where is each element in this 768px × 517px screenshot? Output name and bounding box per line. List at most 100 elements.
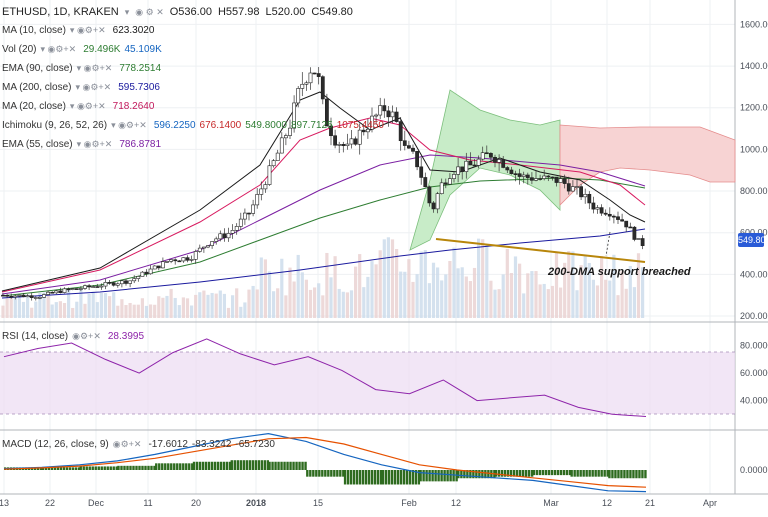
volume-bar — [632, 287, 636, 318]
candle-up — [25, 295, 30, 298]
volume-bar — [218, 290, 222, 318]
volume-bar — [284, 295, 288, 318]
volume-bar — [550, 285, 554, 318]
macd-hist-bar — [318, 470, 321, 477]
volume-bar — [431, 262, 436, 318]
indicator-name[interactable]: Vol (20) — [2, 43, 37, 55]
macd-name[interactable]: MACD (12, 26, close, 9) — [2, 438, 109, 450]
candle-down — [333, 135, 338, 146]
indicator-controls-icon[interactable]: ▾ ◉⚙+✕ — [76, 138, 113, 149]
macd-hist-bar — [614, 470, 617, 479]
macd-hist-bar — [579, 470, 582, 477]
candle-up — [595, 207, 600, 210]
indicator-controls-icon[interactable]: ◉⚙+✕ — [112, 438, 142, 449]
volume-bar — [251, 285, 255, 318]
indicator-controls-icon[interactable]: ▾ ◉⚙+✕ — [76, 62, 113, 73]
volume-bar — [526, 273, 530, 318]
macd-hist-bar — [47, 467, 51, 470]
volume-bar — [153, 304, 157, 318]
x-tick-label: 2018 — [246, 498, 266, 508]
candle-down — [58, 290, 63, 293]
indicator-controls-icon[interactable]: ▾ ◉⚙+✕ — [69, 24, 106, 35]
volume-bar — [181, 297, 185, 318]
settings-icons[interactable]: ◉ ⚙ ✕ — [135, 6, 164, 17]
indicator-controls-icon[interactable]: ▾ ◉⚙+✕ — [111, 119, 147, 130]
candle-up — [447, 178, 452, 185]
macd-hist-bar — [298, 461, 301, 470]
volume-bar — [202, 290, 206, 318]
symbol-label[interactable]: ETHUSD, 1D, KRAKEN — [2, 6, 119, 18]
indicator-name[interactable]: EMA (55, close) — [2, 138, 73, 150]
macd-value-macd: -83.3242 — [191, 438, 232, 450]
macd-hist-bar — [478, 470, 481, 479]
volume-bar — [34, 301, 38, 318]
volume-bar — [136, 304, 140, 318]
chevron-down-icon[interactable]: ▾ — [124, 6, 130, 17]
volume-bar — [538, 284, 542, 318]
support-trendline — [435, 238, 646, 263]
volume-bar — [9, 298, 13, 318]
ma20-line — [1, 117, 646, 293]
macd-hist-bar — [242, 460, 245, 470]
candle-down — [579, 186, 584, 198]
indicator-name[interactable]: Ichimoku (9, 26, 52, 26) — [2, 119, 108, 131]
macd-hist-bar — [185, 463, 188, 470]
indicator-name[interactable]: MA (200, close) — [2, 81, 72, 93]
macd-hist-bar — [475, 470, 478, 479]
candle-up — [292, 102, 297, 129]
close-value: C549.80 — [311, 6, 353, 18]
volume-bar — [103, 293, 108, 318]
macd-hist-bar — [509, 470, 513, 477]
indicator-legend-row: Vol (20) ▾ ◉⚙+✕ 29.496K 45.109K — [2, 41, 162, 57]
candle-up — [181, 257, 186, 262]
macd-hist-bar — [274, 461, 277, 470]
x-tick-label: 12 — [451, 498, 461, 508]
x-tick-label: 20 — [191, 498, 201, 508]
macd-hist-bar — [228, 461, 232, 470]
candle-down — [431, 202, 436, 210]
volume-bar — [149, 304, 153, 318]
indicator-controls-icon[interactable]: ▾ ◉⚙+✕ — [75, 81, 112, 92]
rsi-name[interactable]: RSI (14, close) — [2, 330, 69, 342]
volume-bar — [616, 295, 620, 318]
price-tick-label: 1400.00 — [740, 61, 768, 71]
indicator-value: 29.496K — [83, 43, 121, 55]
volume-bar — [358, 254, 362, 318]
price-tick-label: 1200.00 — [740, 103, 768, 113]
macd-hist-bar — [120, 465, 123, 470]
volume-bar — [477, 238, 481, 318]
symbol-header: ETHUSD, 1D, KRAKEN ▾ ◉ ⚙ ✕ O536.00 H557.… — [2, 6, 353, 18]
indicator-controls-icon[interactable]: ▾ ◉⚙+✕ — [40, 43, 77, 54]
candle-up — [370, 115, 374, 130]
macd-hist-bar — [179, 463, 182, 470]
macd-hist-bar — [167, 463, 170, 470]
candle-down — [591, 202, 596, 210]
macd-hist-bar — [644, 470, 647, 479]
candle-up — [115, 283, 120, 286]
macd-panel[interactable] — [0, 432, 735, 494]
macd-hist-bar — [422, 470, 425, 482]
macd-value-hist: -17.6012 — [148, 438, 188, 450]
indicator-controls-icon[interactable]: ▾ ◉⚙+✕ — [69, 100, 106, 111]
macd-hist-bar — [481, 470, 484, 479]
macd-hist-bar — [56, 467, 60, 470]
rsi-tick-label: 80.0000 — [740, 341, 768, 351]
rsi-line — [3, 338, 647, 417]
candle-up — [169, 259, 174, 262]
x-tick-label: 11 — [143, 498, 152, 508]
macd-hist-bar — [411, 470, 415, 485]
indicator-name[interactable]: EMA (90, close) — [2, 62, 73, 74]
candle-down — [624, 220, 629, 228]
macd-hist-bar — [195, 461, 199, 470]
candle-down — [341, 144, 346, 147]
indicator-controls-icon[interactable]: ◉⚙+✕ — [72, 330, 101, 341]
indicator-name[interactable]: MA (20, close) — [2, 100, 66, 112]
macd-hist-bar — [164, 463, 167, 470]
candle-down — [66, 288, 71, 291]
candle-up — [476, 158, 481, 166]
indicator-name[interactable]: MA (10, close) — [2, 24, 66, 36]
candle-up — [263, 184, 268, 190]
volume-bar — [120, 299, 124, 318]
